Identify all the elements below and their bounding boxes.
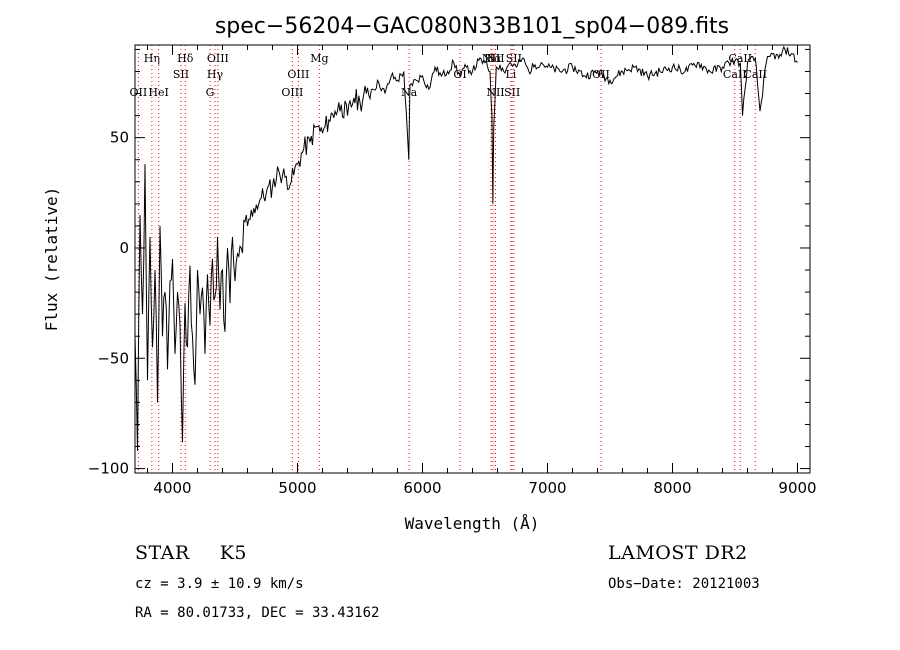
line-marker-label: Mg [310,52,328,65]
line-marker-label: G [206,86,215,99]
line-marker-label: OIII [287,68,309,81]
line-markers: OIIHηHeISIIHδGHγOIIIOIIIOIIIMgNaOINIIHαN… [130,45,767,473]
line-marker-label: Li [505,68,516,81]
line-marker-label: HeI [148,86,168,99]
x-tick-label-0: 4000 [153,479,191,497]
x-tick-label-2: 6000 [403,479,441,497]
line-marker-label: SII [506,52,522,65]
obs-date: Obs−Date: 20121003 [608,576,760,592]
x-tick-label-5: 9000 [778,479,816,497]
line-marker-label: NII [486,52,504,65]
line-marker-label: SII [504,86,520,99]
chart-title: spec−56204−GAC080N33B101_sp04−089.fits [215,14,729,39]
line-marker-label: OII [592,68,610,81]
line-marker-label: Hδ [177,52,194,65]
object-class: STAR K5 [135,542,247,564]
spectrum-line-0 [134,45,798,451]
redshift-info: cz = 3.9 ± 10.9 km/s [135,576,304,592]
line-marker-label: Hη [144,52,160,65]
spectrum-series [134,45,798,451]
y-tick-label-2: 0 [119,239,129,257]
coordinates: RA = 80.01733, DEC = 33.43162 [135,605,380,621]
x-tick-label-3: 7000 [528,479,566,497]
line-marker-label: CaII [743,68,767,81]
axes: 4000 5000 6000 7000 8000 9000 −100 −50 0 50 [88,45,817,497]
line-marker-label: OII [130,86,148,99]
subclass-text: K5 [219,542,247,564]
line-marker-label: SII [173,68,189,81]
y-tick-label-3: 50 [110,129,129,147]
line-marker-label: OIII [207,52,229,65]
line-marker-label: OIII [281,86,303,99]
y-axis-label: Flux (relative) [42,187,61,332]
x-tick-label-1: 5000 [278,479,316,497]
object-class-text: STAR [135,542,190,564]
line-marker-label: Hα [484,52,502,65]
y-tick-label-0: −100 [88,460,129,478]
x-axis-label: Wavelength (Å) [405,514,540,533]
line-marker-label: Hγ [207,68,224,81]
survey-name: LAMOST DR2 [608,542,748,564]
x-tick-label-4: 8000 [653,479,691,497]
y-tick-label-1: −50 [97,349,129,367]
